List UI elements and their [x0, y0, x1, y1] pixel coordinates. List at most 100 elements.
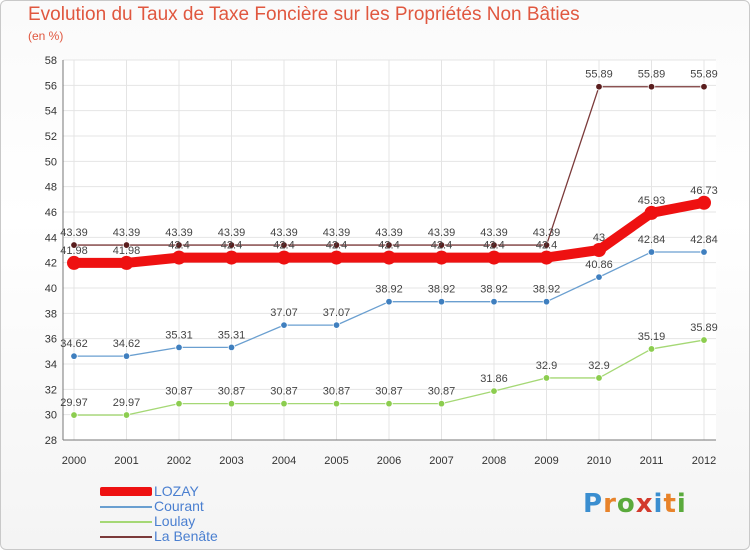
- data-point: [700, 248, 708, 256]
- legend-label-courant: Courant: [154, 498, 204, 514]
- data-point: [332, 399, 341, 408]
- legend-label-lozay: LOZAY: [154, 483, 199, 499]
- data-point: [280, 399, 288, 408]
- data-label: 35.19: [638, 331, 666, 343]
- legend-item-la-benate: La Benâte: [100, 529, 218, 544]
- data-point: [280, 321, 288, 329]
- data-label: 34.62: [60, 338, 88, 350]
- data-point: [542, 297, 551, 306]
- data-point: [172, 250, 186, 265]
- data-point: [224, 250, 239, 265]
- y-tick-label: 38: [45, 308, 57, 320]
- data-point: [227, 241, 236, 249]
- data-label: 37.07: [323, 307, 351, 319]
- data-label: 43.39: [165, 227, 193, 239]
- data-point: [385, 297, 393, 306]
- data-label: 30.87: [270, 386, 298, 398]
- data-point: [385, 241, 393, 249]
- data-point: [697, 195, 711, 210]
- data-point: [437, 241, 446, 249]
- data-label: 42.4: [536, 240, 557, 252]
- data-point: [280, 241, 288, 249]
- data-label: 30.87: [428, 386, 456, 398]
- data-label: 42.4: [221, 240, 242, 252]
- y-tick-label: 30: [45, 410, 57, 422]
- data-point: [595, 273, 603, 281]
- y-tick-label: 58: [45, 55, 57, 67]
- y-tick-label: 56: [45, 80, 57, 92]
- legend-item-lozay: LOZAY: [100, 484, 218, 499]
- data-point: [122, 241, 131, 249]
- data-point: [647, 345, 656, 353]
- x-tick-label: 2002: [167, 455, 191, 467]
- data-point: [595, 374, 603, 382]
- legend-swatch-la-benate: [100, 535, 152, 538]
- data-point: [70, 352, 78, 360]
- data-point: [70, 411, 78, 419]
- data-point: [437, 399, 446, 408]
- data-label: 43.39: [113, 227, 141, 239]
- data-point: [382, 250, 396, 265]
- legend-swatch-lozay: [100, 487, 152, 496]
- data-label: 55.89: [690, 69, 718, 81]
- data-label: 37.07: [270, 307, 298, 319]
- y-tick-label: 52: [45, 131, 57, 143]
- data-point: [332, 321, 341, 329]
- y-tick-label: 46: [45, 207, 57, 219]
- data-label: 35.31: [218, 329, 246, 341]
- logo-letter: r: [603, 489, 617, 519]
- data-point: [437, 297, 446, 306]
- x-tick-label: 2004: [272, 455, 296, 467]
- y-tick-label: 42: [45, 258, 57, 270]
- data-point: [119, 255, 134, 270]
- data-label: 29.97: [60, 397, 88, 409]
- data-point: [490, 387, 498, 395]
- data-label: 42.4: [326, 240, 347, 252]
- data-point: [70, 241, 78, 249]
- y-tick-label: 50: [45, 156, 57, 168]
- y-tick-label: 40: [45, 283, 57, 295]
- logo-letter: x: [635, 489, 654, 519]
- logo-letter: i: [653, 489, 664, 519]
- x-tick-label: 2003: [219, 455, 243, 467]
- data-label: 43.39: [60, 227, 88, 239]
- data-point: [595, 83, 603, 91]
- data-point: [277, 250, 291, 265]
- data-label: 41.98: [60, 245, 88, 257]
- data-label: 42.4: [431, 240, 452, 252]
- x-tick-label: 2007: [429, 455, 453, 467]
- data-point: [542, 374, 551, 382]
- data-point: [122, 352, 131, 360]
- data-label: 43.39: [323, 227, 351, 239]
- chart-legend: LOZAY Courant Loulay La Benâte: [100, 484, 218, 544]
- legend-label-la-benate: La Benâte: [154, 528, 218, 544]
- data-point: [542, 241, 551, 249]
- data-label: 45.93: [638, 195, 666, 207]
- y-tick-label: 36: [45, 334, 57, 346]
- data-point: [434, 250, 449, 265]
- data-label: 42.4: [168, 240, 189, 252]
- y-tick-label: 48: [45, 182, 57, 194]
- data-point: [329, 250, 344, 265]
- data-label: 43: [593, 232, 605, 244]
- legend-item-courant: Courant: [100, 499, 218, 514]
- data-point: [122, 411, 131, 419]
- proxiti-logo: Proxiti: [583, 489, 687, 519]
- data-label: 40.86: [585, 259, 613, 271]
- x-tick-label: 2012: [692, 455, 716, 467]
- chart-title: Evolution du Taux de Taxe Foncière sur l…: [28, 4, 580, 25]
- x-tick-label: 2001: [114, 455, 138, 467]
- logo-letter: o: [616, 489, 636, 519]
- logo-letter: i: [676, 489, 687, 519]
- data-label: 32.9: [536, 360, 557, 372]
- data-point: [227, 343, 236, 352]
- legend-item-loulay: Loulay: [100, 514, 218, 529]
- data-label: 38.92: [428, 284, 456, 296]
- data-point: [700, 83, 708, 91]
- data-label: 35.89: [690, 322, 718, 334]
- data-label: 42.4: [273, 240, 294, 252]
- y-tick-label: 34: [45, 359, 57, 371]
- data-label: 42.84: [690, 234, 718, 246]
- data-label: 31.86: [480, 373, 508, 385]
